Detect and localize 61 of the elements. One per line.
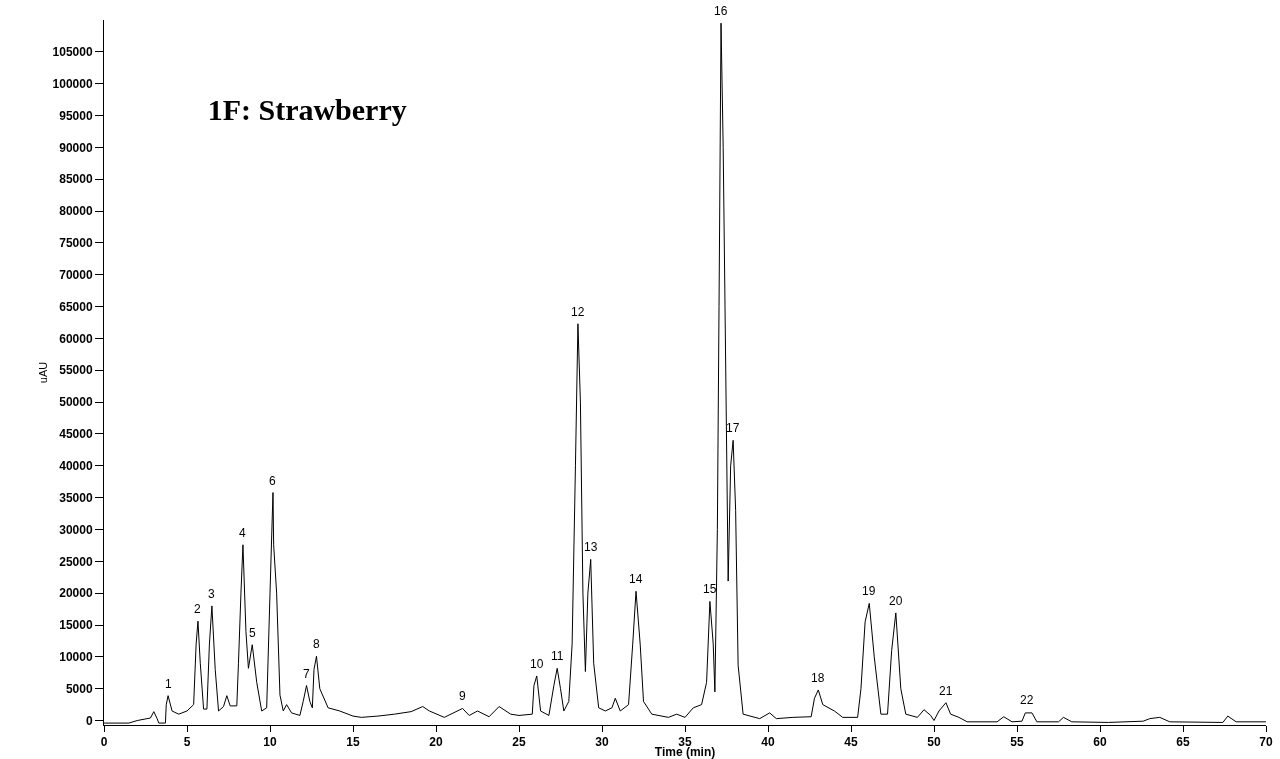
x-tick-label: 5 (183, 735, 191, 750)
y-tick-label: 40000 (59, 459, 93, 473)
annotation: 4 (239, 526, 246, 540)
annotation: 1 (165, 677, 172, 691)
y-tick-label: 20000 (59, 586, 93, 601)
y-tick-label: 15000 (59, 618, 93, 633)
annotation: 21 (939, 684, 953, 698)
annotation: 3 (208, 587, 215, 601)
annotation: 10 (530, 657, 544, 671)
y-tick-label: 30000 (59, 522, 93, 537)
x-tick-label: 15 (346, 735, 360, 750)
x-tick-label: 50 (927, 735, 941, 750)
annotation: 8 (313, 637, 320, 651)
y-tick-label: 65000 (59, 299, 93, 314)
annotation: 9 (459, 689, 466, 703)
annotation: 16 (714, 4, 728, 18)
annotation: 11 (551, 649, 564, 663)
y-tick-label: 35000 (59, 490, 93, 505)
y-tick-label: 0 (85, 713, 93, 728)
y-tick-label: 10000 (59, 650, 93, 665)
y-tick-label: 105000 (52, 45, 93, 60)
x-tick-label: 30 (595, 735, 609, 750)
annotation: 18 (811, 671, 825, 685)
x-tick-label: 65 (1176, 735, 1190, 750)
x-tick-label: 25 (512, 735, 526, 750)
annotation: 13 (584, 540, 598, 554)
annotation: 20 (889, 594, 903, 608)
y-tick-label: 60000 (59, 331, 93, 346)
y-tick-label: 5000 (65, 681, 93, 696)
y-tick-label: 25000 (59, 554, 93, 569)
y-tick-label: 85000 (59, 172, 93, 187)
y-axis-title: uAU (37, 361, 50, 384)
y-tick-label: 100000 (52, 76, 93, 91)
y-tick-label: 45000 (59, 427, 93, 442)
y-tick-label: 50000 (59, 395, 93, 410)
annotation: 7 (303, 667, 310, 681)
annotation: 12 (571, 305, 585, 319)
y-tick-label: 70000 (59, 267, 93, 282)
annotation: 19 (862, 584, 876, 598)
y-tick-label: 80000 (59, 204, 93, 219)
x-tick-label: 40 (761, 735, 775, 750)
annotation: 5 (249, 626, 256, 640)
y-tick-label: 75000 (59, 236, 93, 251)
annotation: 14 (629, 572, 643, 586)
x-tick-label: 60 (1093, 735, 1107, 750)
x-tick-label: 10 (263, 735, 277, 750)
annotation: 17 (726, 421, 740, 435)
y-tick-label: 95000 (59, 108, 93, 123)
y-tick-label: 90000 (59, 140, 93, 155)
y-tick-label: 55000 (59, 363, 93, 378)
annotation: 22 (1020, 693, 1034, 707)
annotation: 2 (194, 602, 201, 616)
x-tick-label: 0 (100, 735, 108, 750)
text: 1F: Strawberry (207, 92, 407, 126)
x-axis-title: Time (min) (654, 745, 716, 759)
x-tick-label: 45 (844, 735, 858, 750)
x-tick-label: 20 (429, 735, 443, 750)
x-tick-label: 70 (1259, 735, 1273, 750)
x-tick-label: 55 (1010, 735, 1024, 750)
annotation: 15 (703, 582, 717, 596)
annotation: 6 (269, 474, 276, 488)
